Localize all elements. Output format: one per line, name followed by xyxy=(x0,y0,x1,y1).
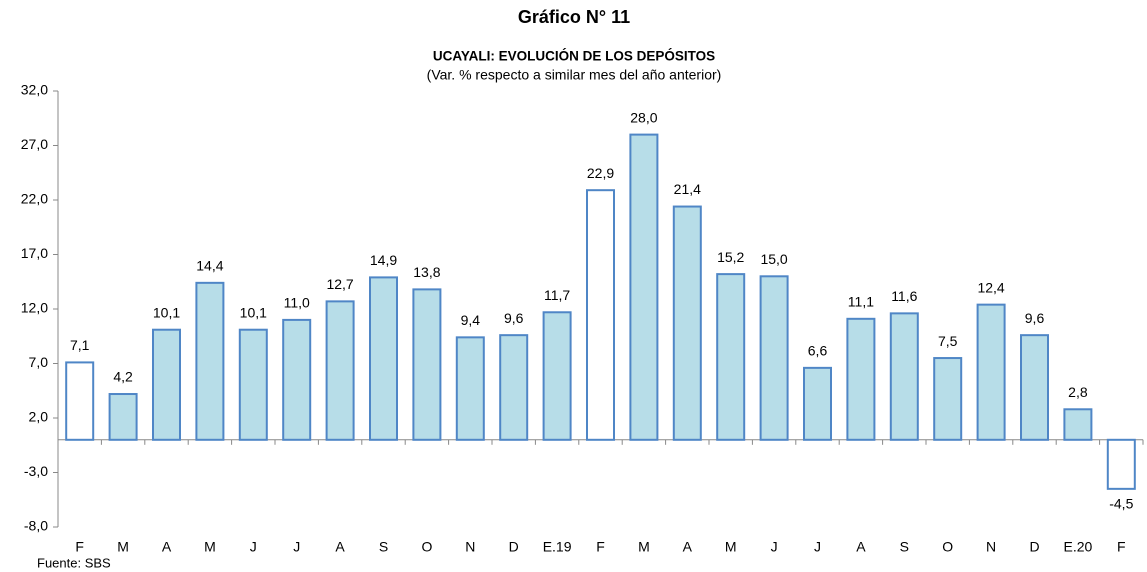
data-label: 2,8 xyxy=(1068,384,1088,400)
data-label: 9,4 xyxy=(461,312,481,328)
data-label: 9,6 xyxy=(1025,310,1045,326)
y-axis-label: (Var. % respecto a similar mes del año a… xyxy=(427,67,722,83)
data-label: 11,1 xyxy=(848,294,874,310)
bar xyxy=(455,336,485,441)
bar xyxy=(1063,408,1093,441)
bar xyxy=(889,312,919,441)
bar xyxy=(542,311,572,441)
bar xyxy=(369,276,398,441)
bar xyxy=(412,288,442,441)
x-tick-label: F xyxy=(596,539,605,555)
x-tick-label: J xyxy=(250,539,257,555)
bar xyxy=(672,205,702,441)
bar xyxy=(195,281,225,441)
bar xyxy=(499,334,529,441)
x-tick-label: D xyxy=(509,539,519,555)
x-tick-label: E.20 xyxy=(1063,539,1092,555)
bar xyxy=(629,133,659,441)
bar xyxy=(325,300,355,441)
x-tick-label: S xyxy=(900,539,909,555)
data-label: 10,1 xyxy=(240,304,267,320)
x-tick-label: F xyxy=(1117,539,1126,555)
data-label: 15,2 xyxy=(717,249,744,265)
bar xyxy=(716,273,746,441)
data-label: 13,8 xyxy=(413,264,440,280)
data-label: 7,1 xyxy=(70,337,90,353)
x-tick-label: F xyxy=(75,539,84,555)
x-tick-label: S xyxy=(379,539,388,555)
bar xyxy=(282,318,312,441)
x-tick-label: N xyxy=(986,539,996,555)
bar xyxy=(65,361,95,441)
x-tick-label: M xyxy=(117,539,129,555)
data-label: 11,7 xyxy=(544,287,570,303)
y-tick-label: -8,0 xyxy=(24,518,48,534)
x-tick-label: D xyxy=(1029,539,1039,555)
bar xyxy=(933,357,963,441)
x-tick-label: A xyxy=(856,539,866,555)
x-tick-label: M xyxy=(638,539,650,555)
data-label: 15,0 xyxy=(760,251,787,267)
y-tick-label: 27,0 xyxy=(21,136,48,152)
data-label: 14,4 xyxy=(196,258,223,274)
x-tick-label: M xyxy=(204,539,216,555)
x-tick-label: O xyxy=(942,539,953,555)
y-tick-label: 12,0 xyxy=(21,300,48,316)
data-label: 7,5 xyxy=(938,333,958,349)
bar xyxy=(238,328,268,441)
chart-title: Gráfico N° 11 xyxy=(518,7,630,27)
data-label: 28,0 xyxy=(630,109,657,125)
y-tick-label: 22,0 xyxy=(21,191,48,207)
y-tick-label: 7,0 xyxy=(29,354,49,370)
data-label: 6,6 xyxy=(808,343,828,359)
data-label: 12,4 xyxy=(977,279,1004,295)
x-tick-label: A xyxy=(683,539,693,555)
data-label: 21,4 xyxy=(674,181,701,197)
chart-subtitle: UCAYALI: EVOLUCIÓN DE LOS DEPÓSITOS xyxy=(433,49,715,64)
x-tick-label: N xyxy=(465,539,475,555)
bar xyxy=(152,328,181,441)
bar xyxy=(759,275,789,441)
x-tick-label: J xyxy=(293,539,300,555)
x-tick-label: O xyxy=(421,539,432,555)
data-label: 4,2 xyxy=(113,369,133,385)
y-tick-label: 2,0 xyxy=(29,409,49,425)
data-label: 14,9 xyxy=(370,252,397,268)
bar xyxy=(1106,438,1136,490)
bar xyxy=(1020,334,1049,441)
x-tick-label: J xyxy=(771,539,778,555)
bar xyxy=(803,366,832,441)
y-tick-label: 32,0 xyxy=(21,82,48,98)
bar xyxy=(586,189,615,441)
data-label: 11,0 xyxy=(284,295,310,311)
data-label: 11,6 xyxy=(891,288,917,304)
data-label: 9,6 xyxy=(504,310,524,326)
data-label: 10,1 xyxy=(153,304,180,320)
y-tick-label: 17,0 xyxy=(21,245,48,261)
data-label: 22,9 xyxy=(587,165,614,181)
x-tick-label: J xyxy=(814,539,821,555)
bar xyxy=(846,317,876,441)
data-label: 12,7 xyxy=(326,276,353,292)
x-tick-label: A xyxy=(335,539,345,555)
y-tick-label: -3,0 xyxy=(24,463,48,479)
x-tick-label: A xyxy=(162,539,172,555)
bar xyxy=(108,393,138,441)
x-tick-label: E.19 xyxy=(543,539,572,555)
data-label: -4,5 xyxy=(1109,496,1133,512)
x-tick-label: M xyxy=(725,539,737,555)
bar xyxy=(976,303,1006,441)
source-note: Fuente: SBS xyxy=(37,555,111,570)
